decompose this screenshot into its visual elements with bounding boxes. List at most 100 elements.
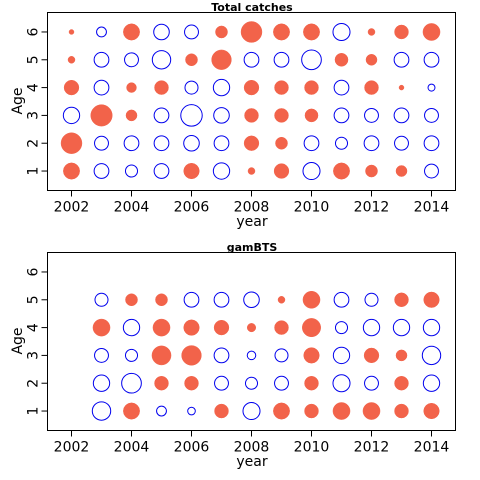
- y-tick-label: 4: [26, 323, 42, 332]
- bubble-point: [367, 28, 376, 36]
- bubble-point: [122, 318, 141, 337]
- y-tick-label: 1: [26, 407, 42, 416]
- bubble-point: [246, 350, 257, 361]
- bubble-point: [185, 53, 198, 67]
- bubble-point: [123, 135, 140, 152]
- y-tick-label: 1: [26, 167, 42, 176]
- bubble-point: [240, 21, 263, 43]
- x-tick-label: 2006: [174, 200, 210, 216]
- y-tick-label: 4: [26, 83, 42, 92]
- total-catches-panel: Total catches 2002 2004 2006 2008 2010 2012 20…: [10, 1, 456, 230]
- x-tick-label: 2012: [354, 200, 390, 216]
- x-tick-label: 2008: [234, 200, 270, 216]
- bubble-point: [274, 375, 289, 391]
- bubble-point: [392, 318, 411, 337]
- bubble-point: [277, 296, 286, 304]
- bubble-point: [151, 50, 172, 70]
- bubble-point: [394, 24, 409, 40]
- bubble-point: [155, 293, 168, 307]
- bubble-point: [334, 53, 349, 67]
- bubble-point: [395, 165, 408, 177]
- bubble-point: [92, 374, 111, 392]
- bubble-point: [244, 376, 259, 390]
- bubble-point: [421, 345, 442, 366]
- bubble-point: [422, 374, 441, 392]
- bubble-point: [213, 347, 230, 364]
- x-axis-label: year: [236, 214, 267, 230]
- bubble-point: [213, 291, 230, 308]
- x-tick-label: 2008: [234, 440, 270, 456]
- bubble-point: [94, 135, 109, 151]
- bubble-point: [126, 82, 137, 93]
- bubble-point: [68, 29, 75, 35]
- bubble-point: [183, 319, 200, 336]
- bubble-point: [154, 80, 169, 95]
- x-tick-label: 2004: [114, 440, 150, 456]
- bubble-point: [364, 292, 379, 307]
- bubble-point: [63, 162, 80, 180]
- bubble-point: [213, 107, 230, 124]
- bubble-point: [63, 79, 80, 96]
- y-tick-label: 2: [26, 379, 42, 388]
- bubble-point: [422, 318, 441, 337]
- bubble-point: [333, 79, 350, 96]
- bubble-point: [304, 80, 319, 95]
- bubble-point: [332, 374, 351, 393]
- bubble-point: [153, 23, 170, 41]
- bubble-point: [334, 136, 349, 150]
- x-tick-label: 2012: [354, 440, 390, 456]
- y-axis-label: Age: [10, 327, 26, 354]
- bubble-point: [184, 80, 199, 95]
- bubble-point: [332, 346, 351, 365]
- y-tick-label: 6: [26, 267, 42, 276]
- bubble-point: [273, 163, 290, 179]
- bubble-point: [180, 104, 203, 127]
- bubble-marks: [91, 291, 442, 421]
- y-tick-label: 6: [26, 27, 42, 36]
- y-axis-label: Age: [10, 87, 26, 114]
- bubble-point: [152, 318, 171, 337]
- bubble-point: [246, 323, 257, 333]
- bubble-point: [62, 106, 81, 125]
- bubble-point: [362, 318, 381, 337]
- chart-title: gamBTS: [227, 241, 278, 254]
- bubble-point: [187, 406, 196, 416]
- bubble-point: [183, 291, 200, 308]
- bubble-point: [123, 23, 140, 41]
- bubble-point: [304, 108, 319, 123]
- bubble-point: [243, 291, 260, 309]
- x-tick-label: 2010: [294, 440, 330, 456]
- bubble-point: [332, 402, 351, 420]
- bubble-point: [362, 402, 381, 420]
- bubble-point: [211, 49, 232, 70]
- x-axis: 2002 2004 2006 2008 2010 2012 2014: [54, 190, 449, 216]
- bubble-point: [302, 162, 321, 181]
- y-tick-label: 3: [26, 111, 42, 120]
- bubble-point: [91, 401, 112, 421]
- bubble-point: [333, 162, 350, 180]
- x-tick-label: 2010: [294, 200, 330, 216]
- y-axis: 1 2 3 4 5 6: [26, 267, 48, 415]
- chart-title: Total catches: [211, 1, 293, 14]
- bubble-point: [364, 107, 379, 123]
- bubble-point: [274, 320, 289, 335]
- bubble-point: [363, 347, 380, 364]
- bubble-point: [183, 134, 200, 152]
- bubble-point: [304, 376, 319, 391]
- bubble-point: [333, 291, 350, 308]
- bubble-point: [153, 135, 170, 152]
- bubble-point: [123, 402, 140, 420]
- bubble-point: [247, 167, 256, 175]
- bubble-point: [90, 104, 113, 127]
- bubble-point: [153, 107, 170, 124]
- bubble-point: [183, 163, 200, 180]
- bubble-marks: [60, 21, 441, 181]
- bubble-point: [423, 403, 440, 420]
- bubble-point: [422, 23, 441, 41]
- bubble-point: [125, 293, 138, 307]
- bubble-point: [154, 376, 169, 391]
- bubble-point: [393, 107, 410, 124]
- bubble-point: [124, 52, 139, 68]
- bubble-point: [273, 51, 290, 68]
- bubble-point: [125, 109, 138, 122]
